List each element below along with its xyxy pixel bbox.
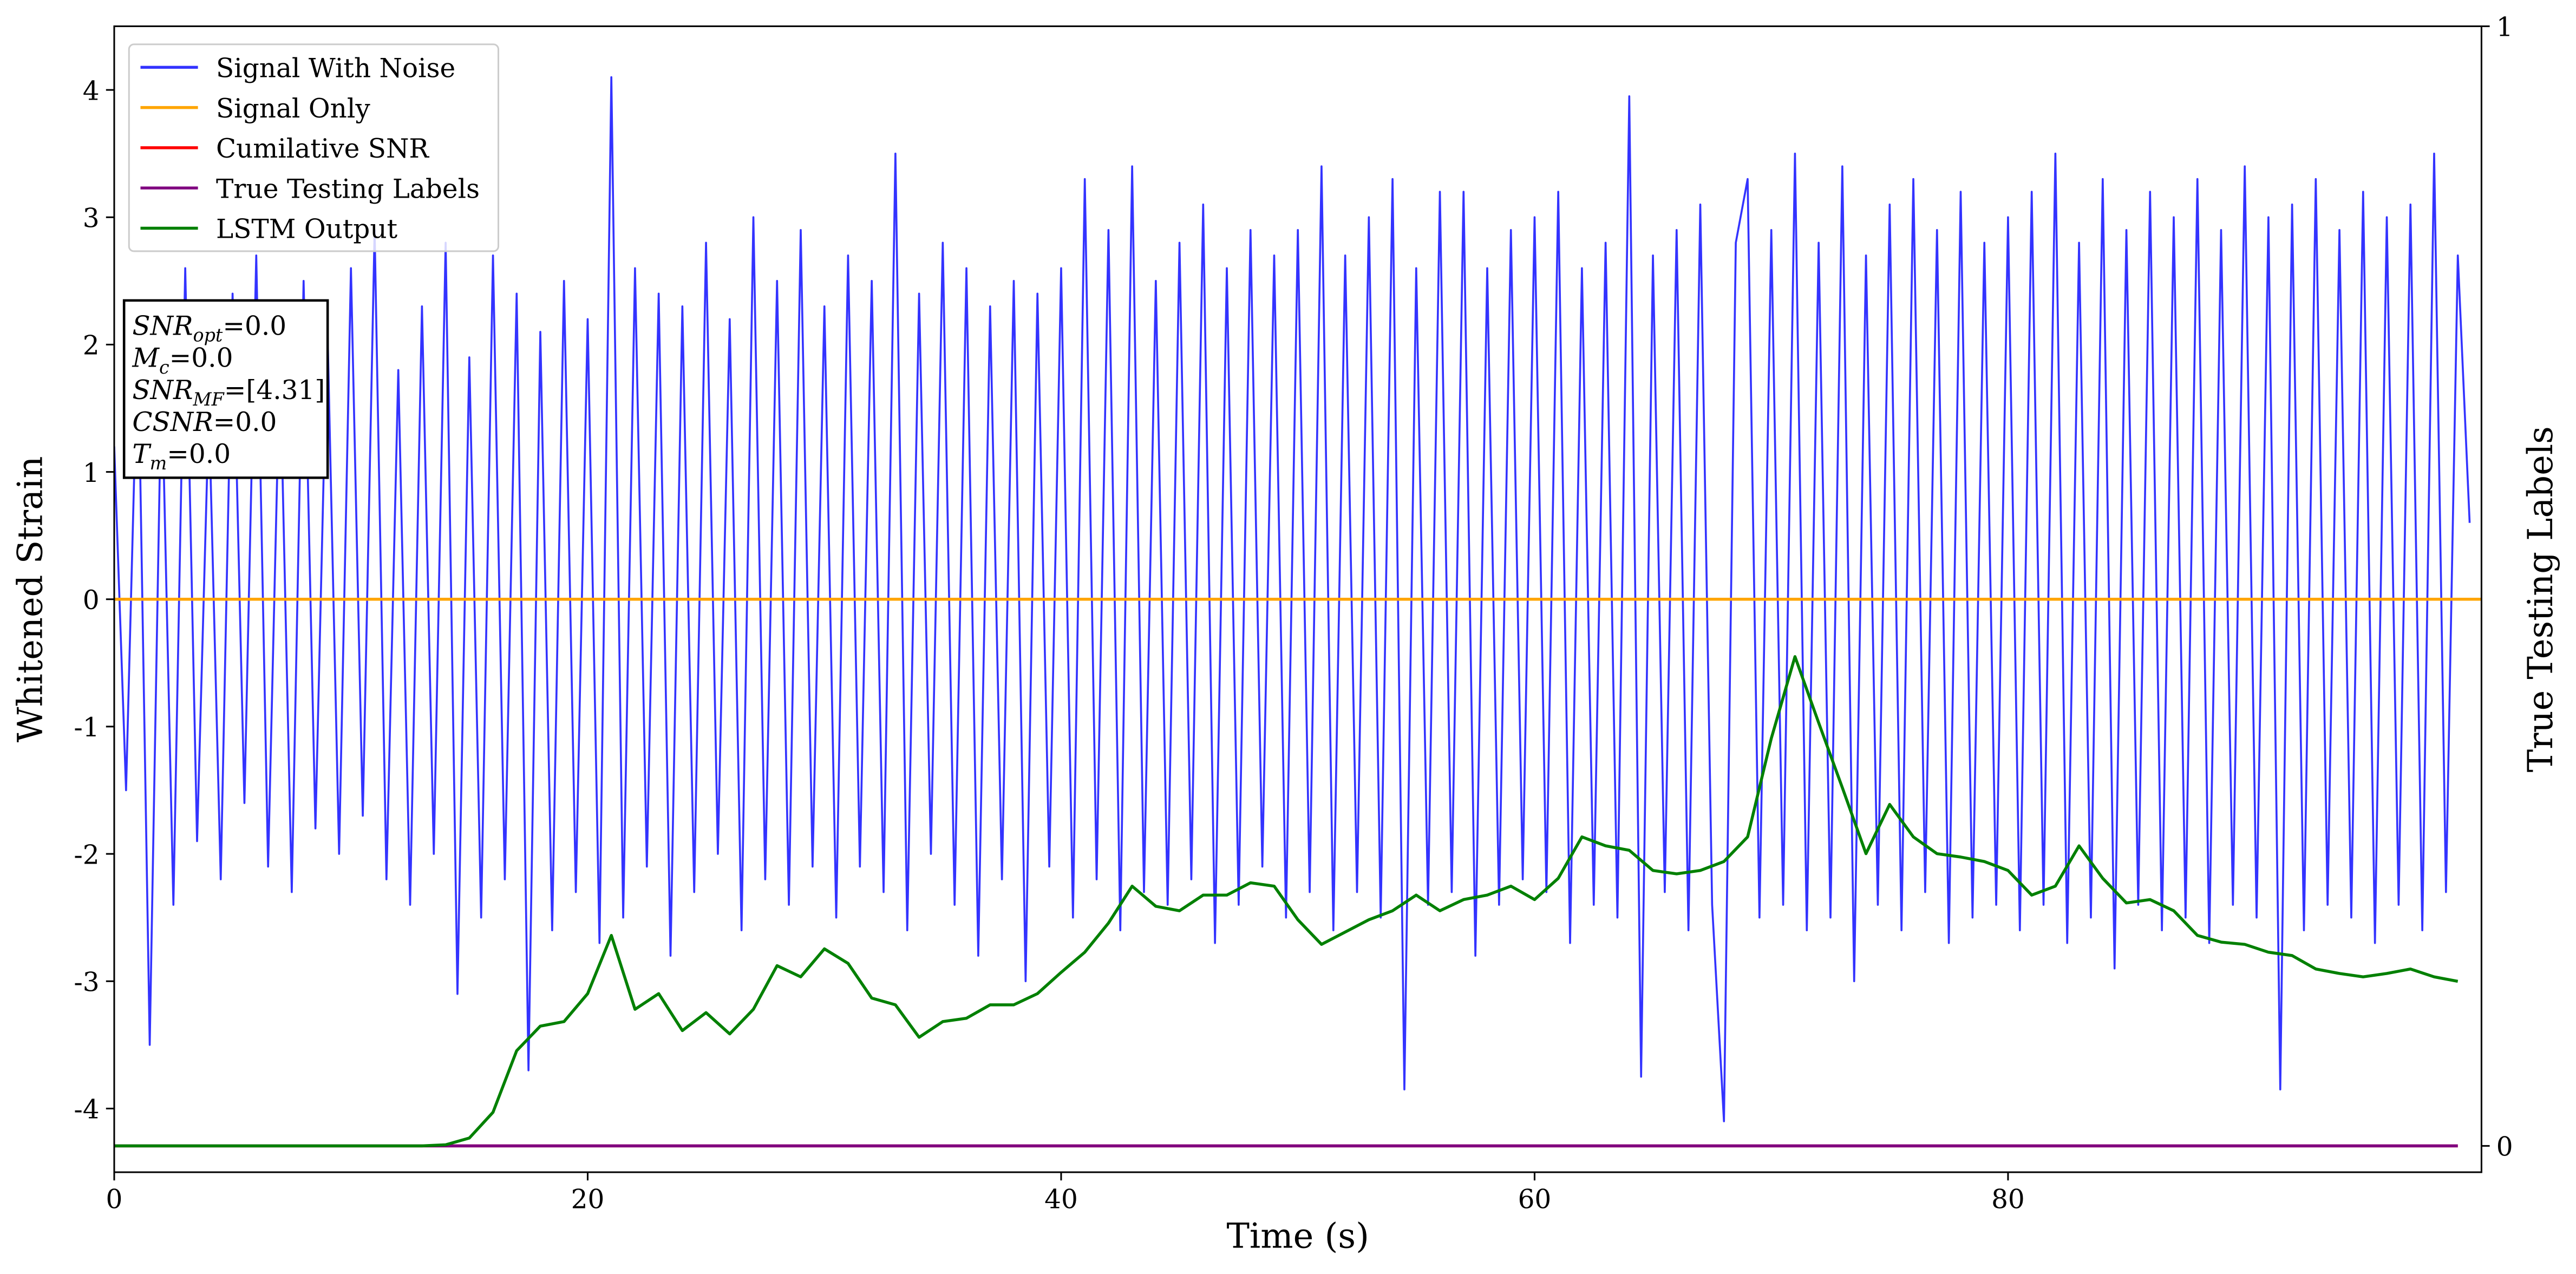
legend-label: True Testing Labels [216, 174, 480, 204]
legend-label: Cumilative SNR [216, 134, 429, 164]
annotation: SNRMF=[4.31] [132, 375, 325, 410]
annotation: SNRopt=0.0 [132, 311, 286, 346]
annotation-base: T [132, 439, 152, 469]
y-tick-label: 2 [83, 331, 100, 361]
annotation: Mc=0.0 [132, 343, 233, 378]
annotation-base: M [132, 343, 160, 374]
annotation-rest: =0.0 [223, 311, 286, 342]
legend-label: Signal Only [216, 94, 370, 124]
x-tick-label: 40 [1044, 1185, 1078, 1215]
x-tick-label: 80 [1991, 1185, 2025, 1215]
y-tick-label: 1 [83, 458, 100, 488]
x-axis-label: Time (s) [1226, 1216, 1369, 1256]
annotation-frame [122, 299, 329, 479]
annotation-base: CSNR [132, 407, 213, 437]
legend-box [128, 43, 500, 252]
annotation: CSNR=0.0 [132, 407, 277, 437]
annotation-sub: opt [193, 325, 223, 346]
annotation-rest: =0.0 [167, 439, 231, 469]
y-tick-label: -1 [74, 713, 99, 743]
y-tick-label: 0 [83, 585, 100, 616]
annotation-rest: =0.0 [213, 407, 277, 437]
legend: Signal With Noise Signal Only Cumilative S… [128, 43, 500, 252]
annotation: Tm=0.0 [132, 439, 231, 474]
x-tick-label: 0 [106, 1185, 123, 1215]
y2-tick-label: 1 [2496, 12, 2513, 43]
y-tick-label: -3 [74, 967, 99, 997]
y-tick-label: -4 [74, 1095, 99, 1125]
y-tick-label: -2 [74, 840, 99, 870]
annotation-sub: c [159, 357, 169, 378]
x-tick-label: 60 [1518, 1185, 1552, 1215]
series-line [114, 76, 2471, 1122]
annotation-box: SNRopt=0.0Mc=0.0SNRMF=[4.31]CSNR=0.0Tm=0… [122, 299, 329, 479]
y-tick-label: 3 [83, 203, 100, 233]
legend-label: LSTM Output [216, 214, 398, 245]
annotation-sub: MF [193, 389, 225, 410]
annotation-sub: m [150, 453, 167, 474]
x-tick-label: 20 [571, 1185, 605, 1215]
y-axis-label: Whitened Strain [11, 456, 51, 742]
annotation-rest: =0.0 [169, 343, 233, 374]
annotation-rest: =[4.31] [224, 375, 325, 406]
legend-label: Signal With Noise [216, 54, 455, 84]
y2-axis-label: True Testing Labels [2521, 426, 2561, 772]
y-tick-label: 4 [83, 76, 100, 106]
y2-tick-label: 0 [2496, 1132, 2513, 1162]
plot-area [114, 76, 2482, 1148]
series-line [114, 655, 2459, 1148]
annotation-base: SNR [132, 375, 193, 406]
annotation-base: SNR [132, 311, 193, 342]
